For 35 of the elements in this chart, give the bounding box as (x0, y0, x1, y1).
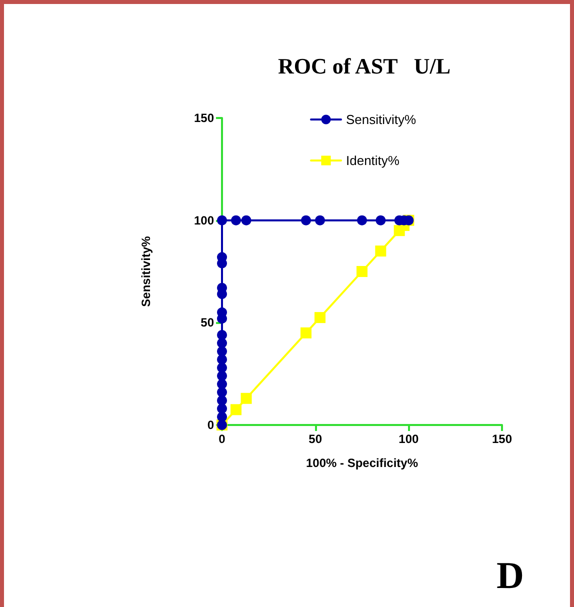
text: D (496, 555, 524, 597)
point (217, 354, 227, 365)
point (301, 215, 311, 226)
y-axis-title: Sensitivity% (139, 236, 153, 307)
legend-label: Sensitivity% (346, 112, 417, 127)
point (217, 412, 227, 422)
point (217, 387, 227, 398)
point (231, 215, 241, 226)
point (217, 330, 227, 340)
point (217, 395, 227, 406)
x-axis-title: 100% - Specificity% (306, 456, 418, 470)
point (217, 346, 227, 356)
point (300, 327, 312, 338)
point (241, 215, 252, 226)
point (356, 266, 368, 277)
y-tick-label: 0 (207, 418, 214, 432)
point (217, 215, 227, 226)
chart-title: ROC of AST U/L (278, 54, 451, 78)
legend-label: Identity% (346, 153, 400, 168)
point (240, 392, 252, 404)
point (314, 312, 326, 324)
point (376, 215, 386, 226)
y-tick-label: 50 (200, 316, 214, 330)
point (375, 246, 386, 257)
point (217, 370, 227, 381)
point (230, 404, 242, 416)
point (357, 215, 367, 226)
y-tick-label: 150 (194, 111, 214, 125)
y-tick-label: 100 (194, 213, 214, 228)
x-tick-label: 50 (308, 432, 322, 446)
point (217, 379, 227, 390)
point (315, 215, 325, 226)
x-tick-label: 0 (218, 432, 226, 446)
x-tick-label: 100 (398, 432, 419, 446)
x-tick-label: 150 (492, 432, 512, 446)
